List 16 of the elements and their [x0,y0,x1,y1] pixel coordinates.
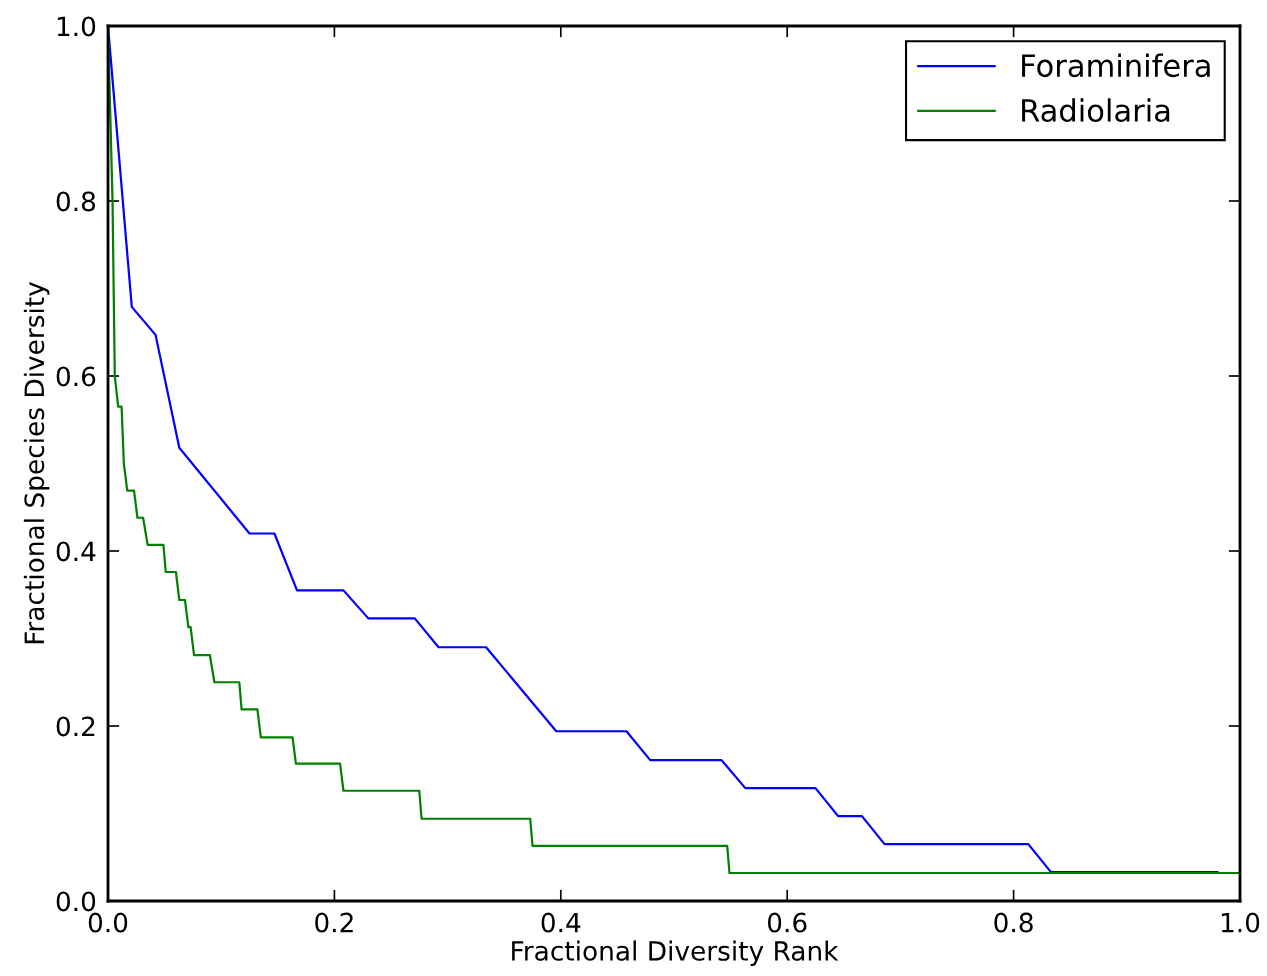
x-tick-label: 0.4 [541,912,581,933]
y-axis-title: Fractional Species Diversity [23,282,50,644]
x-tick-label: 1.0 [1221,912,1260,933]
legend-label: Radiolaria [1022,98,1170,122]
legend-label: Foraminifera [1022,53,1210,78]
y-tick-label: 0.0 [56,891,96,912]
x-tick-label: 0.2 [315,912,353,933]
x-axis-title: Fractional Diversity Rank [512,940,839,966]
y-tick-label: 0.6 [56,366,96,387]
y-tick-label: 1.0 [57,16,96,37]
x-tick-label: 0.0 [88,912,128,933]
y-tick-label: 0.8 [56,191,96,212]
x-tick-label: 0.6 [767,912,807,933]
x-tick-label: 0.8 [994,912,1033,933]
y-tick-label: 0.4 [56,541,96,562]
y-tick-label: 0.2 [56,716,95,737]
